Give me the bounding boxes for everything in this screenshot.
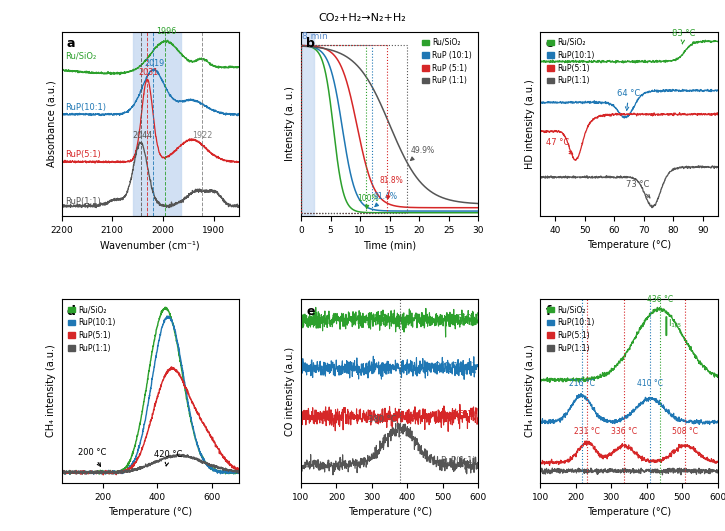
X-axis label: Temperature (°C): Temperature (°C): [587, 241, 671, 250]
Text: 2044: 2044: [132, 131, 152, 140]
Text: e: e: [307, 304, 315, 318]
Bar: [301, 45, 386, 213]
Y-axis label: Absorbance (a.u.): Absorbance (a.u.): [46, 81, 56, 167]
Y-axis label: CO intensity (a.u.): CO intensity (a.u.): [286, 347, 296, 435]
Bar: [133, 32, 181, 216]
Text: 49.9%: 49.9%: [410, 146, 434, 160]
Text: CO₂+H₂→N₂+H₂: CO₂+H₂→N₂+H₂: [318, 13, 407, 23]
Text: 216 °C: 216 °C: [568, 380, 594, 388]
Text: 73 °C: 73 °C: [626, 181, 650, 198]
Text: 1996: 1996: [157, 27, 177, 36]
Legend: Ru/SiO₂, RuP (10:1), RuP (5:1), RuP (1:1): Ru/SiO₂, RuP (10:1), RuP (5:1), RuP (1:1…: [420, 36, 475, 88]
Text: 336 °C: 336 °C: [611, 426, 637, 435]
Text: 83 °C: 83 °C: [672, 29, 695, 44]
Text: f: f: [546, 304, 551, 318]
Text: RuP(5:1): RuP(5:1): [440, 410, 476, 419]
Y-axis label: CH₄ intensity (a.u.): CH₄ intensity (a.u.): [46, 345, 56, 438]
Text: 1922: 1922: [192, 131, 212, 140]
Bar: [301, 45, 372, 213]
Text: 91.4%: 91.4%: [373, 192, 398, 207]
Y-axis label: CH₄ intensity (a.u.): CH₄ intensity (a.u.): [525, 345, 535, 438]
Text: 100%: 100%: [357, 194, 378, 209]
Text: 2031: 2031: [138, 68, 159, 77]
Text: RuP(10:1): RuP(10:1): [65, 102, 106, 112]
Text: 508 °C: 508 °C: [672, 426, 698, 435]
Bar: [301, 45, 407, 213]
Text: I$_{1/8}$: I$_{1/8}$: [668, 318, 682, 330]
Text: 47 °C: 47 °C: [547, 138, 573, 155]
Legend: Ru/SiO₂, RuP(10:1), RuP(5:1), RuP(1:1): Ru/SiO₂, RuP(10:1), RuP(5:1), RuP(1:1): [544, 303, 597, 355]
Text: 420 °C: 420 °C: [154, 450, 183, 466]
Text: Ru/SiO₂: Ru/SiO₂: [444, 313, 476, 322]
Text: Ru/SiO₂: Ru/SiO₂: [65, 52, 96, 61]
X-axis label: Temperature (°C): Temperature (°C): [347, 508, 432, 518]
Text: 81.8%: 81.8%: [380, 176, 403, 199]
Text: 380 °C: 380 °C: [368, 415, 397, 424]
Text: d: d: [67, 304, 76, 318]
Y-axis label: Intensity (a. u.): Intensity (a. u.): [286, 87, 296, 161]
Text: 200 °C: 200 °C: [78, 448, 107, 466]
X-axis label: Wavenumber (cm⁻¹): Wavenumber (cm⁻¹): [101, 241, 200, 250]
Text: b: b: [307, 37, 315, 50]
Text: c: c: [546, 37, 553, 50]
Text: RuP(1:1): RuP(1:1): [65, 198, 101, 207]
X-axis label: Time (min): Time (min): [363, 241, 416, 250]
Text: 2019: 2019: [145, 58, 165, 67]
Text: 64 °C: 64 °C: [617, 89, 640, 110]
Text: 231 °C: 231 °C: [574, 426, 600, 435]
Bar: [301, 45, 366, 213]
Text: 410 °C: 410 °C: [637, 380, 663, 388]
Legend: Ru/SiO₂, RuP(10:1), RuP(5:1), RuP(1:1): Ru/SiO₂, RuP(10:1), RuP(5:1), RuP(1:1): [65, 303, 118, 355]
Text: RuP(1:1): RuP(1:1): [440, 456, 476, 465]
X-axis label: Temperature (°C): Temperature (°C): [587, 508, 671, 518]
Text: 8 min: 8 min: [302, 32, 328, 41]
Text: a: a: [67, 37, 75, 50]
Text: RuP(10:1): RuP(10:1): [434, 362, 476, 371]
Text: RuP(5:1): RuP(5:1): [65, 150, 101, 159]
Bar: [301, 32, 314, 216]
Y-axis label: HD intensity (a.u.): HD intensity (a.u.): [525, 79, 535, 169]
Legend: Ru/SiO₂, RuP(10:1), RuP(5:1), RuP(1:1): Ru/SiO₂, RuP(10:1), RuP(5:1), RuP(1:1): [544, 36, 597, 88]
Text: 436 °C: 436 °C: [647, 295, 673, 304]
X-axis label: Temperature (°C): Temperature (°C): [108, 508, 192, 518]
